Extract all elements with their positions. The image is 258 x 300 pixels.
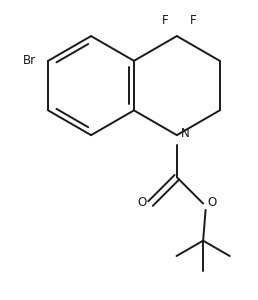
Text: O: O bbox=[137, 196, 146, 209]
Text: N: N bbox=[180, 127, 189, 140]
Text: F: F bbox=[162, 14, 168, 27]
Text: F: F bbox=[189, 14, 196, 27]
Text: O: O bbox=[207, 196, 217, 209]
Text: Br: Br bbox=[23, 54, 36, 67]
